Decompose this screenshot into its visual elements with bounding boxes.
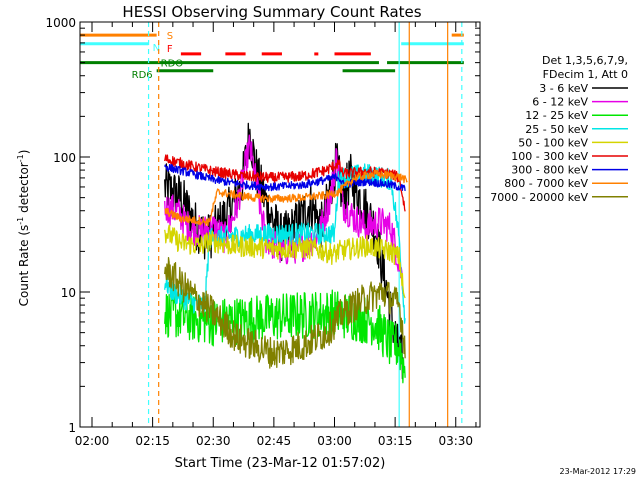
footer-date: 23-Mar-2012 17:29 — [560, 467, 637, 476]
y-axis-label-sup1: -1 — [16, 217, 25, 225]
series-line-6 — [164, 163, 406, 192]
legend-label-1: 6 - 12 keV — [532, 96, 588, 109]
legend-label-5: 100 - 300 keV — [511, 150, 588, 163]
flag-label-rdo: RDO — [161, 59, 184, 70]
series-line-4 — [164, 224, 406, 299]
y-tick-label-3: 1000 — [45, 16, 76, 30]
flag-label-n: N — [153, 43, 160, 54]
y-axis-label-prefix: Count Rate (s — [17, 225, 31, 307]
legend-label-2: 12 - 25 keV — [525, 109, 588, 122]
series-line-7 — [164, 169, 408, 227]
y-axis-label-suffix: ) — [17, 150, 31, 155]
chart-title: HESSI Observing Summary Count Rates — [122, 3, 421, 21]
x-tick-label-1: 02:15 — [135, 434, 170, 448]
y-tick-label-0: 1 — [68, 421, 76, 435]
legend-label-7: 800 - 7000 keV — [504, 177, 588, 190]
y-axis-label-sup2: -1 — [16, 154, 25, 162]
series-line-5 — [164, 154, 406, 212]
legend-header-line-1: Det 1,3,5,6,7,9, — [542, 54, 628, 67]
vertical-markers-layer — [147, 22, 463, 427]
legend-label-3: 25 - 50 keV — [525, 123, 588, 136]
x-tick-label-5: 03:15 — [378, 434, 413, 448]
y-axis-label: Count Rate (s-1 detector-1) — [16, 150, 31, 307]
y-axis-label-mid: detector — [17, 162, 31, 217]
axes-layer: 1 10 100 1000 02:00 02:15 02:30 02:45 03:00 03:15… — [45, 16, 480, 448]
series-layer — [164, 122, 408, 384]
flag-label-s: S — [167, 31, 173, 42]
legend-label-8: 7000 - 20000 keV — [490, 191, 588, 204]
flags-layer: SN F RDO RD6 — [79, 31, 464, 81]
x-tick-label-4: 03:00 — [317, 434, 352, 448]
legend-header-line-2: FDecim 1, Att 0 — [543, 68, 628, 81]
legend-label-6: 300 - 800 keV — [511, 164, 588, 177]
y-tick-label-1: 10 — [61, 286, 76, 300]
legend-label-0: 3 - 6 keV — [539, 82, 588, 95]
x-tick-label-0: 02:00 — [75, 434, 110, 448]
x-tick-label-3: 02:45 — [257, 434, 292, 448]
plot-frame — [79, 21, 481, 428]
x-axis-label: Start Time (23-Mar-12 01:57:02) — [175, 456, 386, 471]
legend-label-4: 50 - 100 keV — [518, 136, 588, 149]
flag-label-f: F — [167, 44, 173, 55]
x-tick-label-2: 02:30 — [196, 434, 231, 448]
series-line-8 — [164, 256, 406, 369]
y-tick-label-2: 100 — [53, 151, 76, 165]
x-tick-label-6: 03:30 — [438, 434, 473, 448]
series-line-2 — [164, 289, 406, 384]
flag-label-rd6: RD6 — [132, 70, 153, 81]
